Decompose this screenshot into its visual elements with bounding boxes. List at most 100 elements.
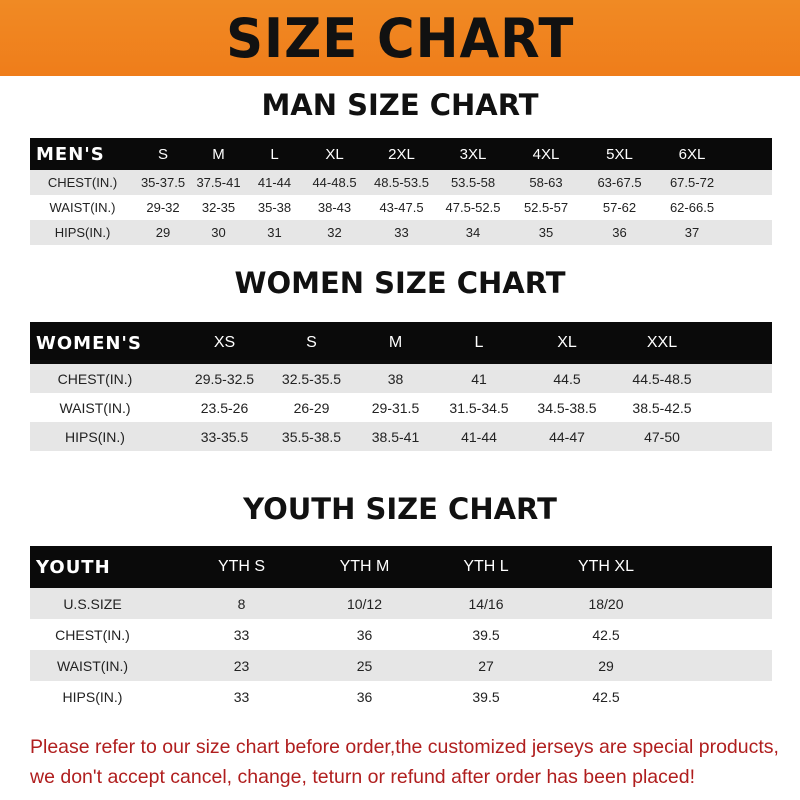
table-cell: 34.5-38.5 [537, 399, 597, 416]
table-cell: 38 [387, 370, 404, 387]
table-cell: 32.5-35.5 [281, 370, 342, 387]
table-cell: 38.5-42.5 [632, 399, 692, 416]
table-cell: 41-44 [461, 428, 497, 445]
row-label: HIPS(IN.) [65, 428, 125, 445]
table-cell: 32 [327, 225, 342, 240]
table-cell: 33 [394, 225, 409, 240]
table-cell: 38.5-41 [371, 428, 420, 445]
table-cell: 31.5-34.5 [449, 399, 509, 416]
table-cell: 29 [598, 657, 614, 674]
table-cell: L [270, 145, 279, 163]
women-title: WOMEN SIZE CHART [234, 266, 566, 300]
table-cell: 18/20 [588, 595, 624, 612]
table-cell: 31 [267, 225, 282, 240]
table-cell: 27 [478, 657, 494, 674]
table-cell: 29-31.5 [371, 399, 420, 416]
table-cell: YTH XL [577, 558, 634, 575]
table-cell: 3XL [459, 145, 487, 163]
row-label: YOUTH [36, 556, 111, 578]
table-cell: 36 [612, 225, 627, 240]
row-label: WAIST(IN.) [56, 657, 129, 674]
table-cell: YTH S [217, 558, 266, 575]
table-cell: 53.5-58 [450, 175, 496, 190]
table-row: WAIST(IN.) 23 25 27 29 [30, 650, 772, 681]
table-cell: 14/16 [468, 595, 504, 612]
table-cell: 35-37.5 [140, 175, 186, 190]
table-cell: 35 [538, 225, 554, 240]
women-size-table: WOMEN'S XS S M L XL XXL CHEST(IN.) 29.5-32.5 32.5… [30, 322, 772, 451]
table-cell: 25 [356, 657, 373, 674]
table-cell: 63-67.5 [597, 175, 642, 190]
table-cell: 67.5-72 [669, 175, 715, 190]
table-cell: 26-29 [293, 399, 330, 416]
notice-line-1: Please refer to our size chart before or… [30, 736, 779, 758]
table-cell: 30 [211, 225, 226, 240]
banner: SIZE CHART [0, 0, 800, 76]
table-cell: 37 [684, 225, 700, 240]
table-cell: 44-48.5 [312, 175, 357, 190]
table-header-row: MEN'S S M L XL 2XL 3XL 4XL 5XL 6XL [30, 138, 772, 170]
table-cell: 62-66.5 [669, 200, 715, 215]
table-cell: 44.5-48.5 [632, 370, 692, 387]
table-cell: 39.5 [472, 626, 500, 643]
table-cell: 33 [233, 688, 250, 705]
table-cell: S [157, 145, 168, 163]
row-label: WAIST(IN.) [59, 399, 131, 416]
table-cell: 29.5-32.5 [194, 370, 255, 387]
table-header-row: WOMEN'S XS S M L XL XXL [30, 322, 772, 364]
table-cell: 38-43 [317, 200, 352, 215]
notice: Please refer to our size chart before or… [30, 732, 790, 792]
table-cell: XL [557, 334, 577, 351]
table-cell: 35-38 [257, 200, 292, 215]
table-cell: 47.5-52.5 [445, 200, 501, 215]
table-cell: 44-47 [549, 428, 585, 445]
table-cell: 42.5 [592, 626, 620, 643]
banner-title: SIZE CHART [225, 6, 575, 70]
table-cell: XS [213, 334, 236, 351]
table-cell: 6XL [678, 145, 706, 163]
men-size-table: MEN'S S M L XL 2XL 3XL 4XL 5XL 6XL CHEST(IN.) 35-37… [30, 138, 772, 245]
table-cell: 33 [233, 626, 250, 643]
table-cell: 47-50 [644, 428, 680, 445]
table-cell: 41-44 [257, 175, 292, 190]
table-cell: 33-35.5 [200, 428, 249, 445]
table-cell: 10/12 [346, 595, 383, 612]
table-header-row: YOUTH YTH S YTH M YTH L YTH XL [30, 546, 772, 588]
row-label: HIPS(IN.) [54, 225, 111, 240]
table-cell: 36 [356, 626, 373, 643]
table-cell: 42.5 [592, 688, 620, 705]
youth-size-table: YOUTH YTH S YTH M YTH L YTH XL U.S.SIZE 8 10/12… [30, 546, 772, 712]
table-row: WAIST(IN.) 29-32 32-35 35-38 38-43 43-47.5 47.… [30, 195, 772, 220]
table-cell: XL [325, 145, 344, 163]
table-cell: L [474, 334, 484, 351]
table-cell: M [388, 334, 403, 351]
table-row: CHEST(IN.) 35-37.5 37.5-41 41-44 44-48.5 48.5… [30, 170, 772, 195]
table-row: U.S.SIZE 8 10/12 14/16 18/20 [30, 588, 772, 619]
table-row: HIPS(IN.) 33-35.5 35.5-38.5 38.5-41 41-44 44-… [30, 422, 772, 451]
row-label: CHEST(IN.) [47, 175, 118, 190]
table-row: WAIST(IN.) 23.5-26 26-29 29-31.5 31.5-34.5 34… [30, 393, 772, 422]
table-cell: 52.5-57 [523, 200, 569, 215]
table-cell: 29 [155, 225, 171, 240]
table-cell: 23 [233, 657, 250, 674]
table-cell: 35.5-38.5 [281, 428, 342, 445]
table-cell: 37.5-41 [196, 175, 241, 190]
table-cell: 44.5 [553, 370, 581, 387]
table-cell: 43-47.5 [379, 200, 424, 215]
table-cell: 39.5 [472, 688, 500, 705]
table-cell: XXL [646, 334, 678, 351]
table-cell: 41 [471, 370, 487, 387]
table-cell: 58-63 [529, 175, 563, 190]
table-cell: 8 [237, 595, 246, 612]
table-cell: 32-35 [201, 200, 236, 215]
table-cell: M [212, 145, 225, 163]
row-label: WAIST(IN.) [49, 200, 116, 215]
table-cell: 2XL [388, 145, 415, 163]
notice-line-2: we don't accept cancel, change, teturn o… [30, 766, 695, 788]
table-cell: 4XL [532, 145, 560, 163]
table-cell: 48.5-53.5 [374, 175, 429, 190]
row-label: CHEST(IN.) [55, 626, 130, 643]
row-label: MEN'S [36, 143, 105, 165]
table-row: CHEST(IN.) 33 36 39.5 42.5 [30, 619, 772, 650]
table-cell: S [306, 334, 317, 351]
